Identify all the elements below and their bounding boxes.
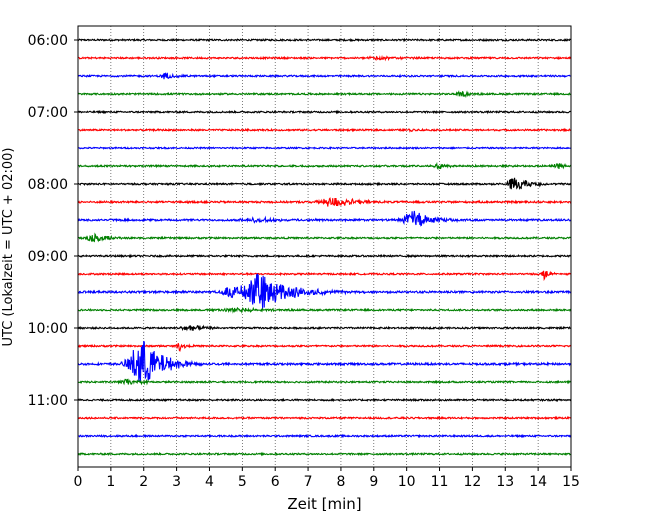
trace-1130 (77, 433, 572, 439)
x-tick-label: 3 (172, 474, 181, 490)
x-tick-label: 6 (271, 474, 280, 490)
x-tick-label: 2 (139, 474, 148, 490)
plot-frame (77, 25, 572, 468)
y-axis-ticks: 06:00 07:00 08:00 09:00 10:00 11:00 (28, 33, 78, 409)
y-tick-label: 09:00 (28, 249, 68, 265)
trace-0845 (77, 232, 572, 243)
seismogram-traces (77, 37, 572, 457)
y-axis-label: UTC (Lokalzeit = UTC + 02:00) (1, 148, 16, 347)
x-tick-label: 4 (205, 474, 214, 490)
trace-0615 (77, 54, 572, 62)
trace-1115 (77, 415, 572, 421)
x-tick-label: 0 (74, 474, 83, 490)
trace-1015 (77, 343, 572, 352)
trace-0715 (77, 127, 572, 133)
trace-1100 (77, 397, 572, 403)
trace-0830 (77, 210, 572, 227)
y-tick-label: 10:00 (28, 321, 68, 337)
trace-1000 (77, 324, 572, 332)
x-tick-label: 12 (463, 474, 481, 490)
trace-0745 (77, 161, 572, 171)
trace-0800 (77, 177, 572, 190)
y-tick-label: 07:00 (28, 105, 68, 121)
x-tick-label: 9 (369, 474, 378, 490)
x-tick-label: 14 (529, 474, 547, 490)
x-tick-label: 15 (562, 474, 580, 490)
y-tick-label: 08:00 (28, 177, 68, 193)
x-tick-label: 8 (336, 474, 345, 490)
trace-0815 (77, 197, 572, 207)
x-tick-label: 1 (106, 474, 115, 490)
trace-1045 (77, 378, 572, 386)
trace-1145 (77, 451, 572, 457)
trace-0700 (77, 109, 572, 115)
trace-0730 (77, 145, 572, 151)
x-tick-label: 7 (304, 474, 313, 490)
x-tick-label: 13 (496, 474, 514, 490)
y-tick-label: 06:00 (28, 33, 68, 49)
trace-0900 (77, 253, 572, 259)
y-tick-label: 11:00 (28, 393, 68, 409)
x-axis-label: Zeit [min] (287, 495, 361, 513)
trace-0930 (77, 273, 572, 309)
x-tick-label: 11 (431, 474, 449, 490)
x-tick-label: 5 (238, 474, 247, 490)
trace-0600 (77, 37, 572, 43)
x-tick-label: 10 (398, 474, 416, 490)
trace-1030 (77, 340, 572, 382)
trace-0945 (77, 306, 572, 314)
trace-0645 (77, 90, 572, 99)
trace-0915 (77, 270, 572, 282)
trace-0630 (77, 72, 572, 80)
x-axis-ticks: 0 1 2 3 4 5 6 7 8 9 10 11 12 13 14 15 (74, 467, 580, 490)
